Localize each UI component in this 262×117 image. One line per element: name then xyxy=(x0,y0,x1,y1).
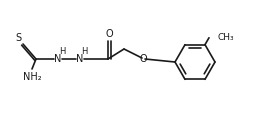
Text: N: N xyxy=(76,54,84,64)
Text: O: O xyxy=(139,54,147,64)
Text: N: N xyxy=(54,54,62,64)
Text: NH₂: NH₂ xyxy=(23,72,41,82)
Text: H: H xyxy=(59,48,65,57)
Text: H: H xyxy=(81,48,87,57)
Text: O: O xyxy=(105,29,113,39)
Text: CH₃: CH₃ xyxy=(217,33,234,42)
Text: S: S xyxy=(15,33,21,43)
